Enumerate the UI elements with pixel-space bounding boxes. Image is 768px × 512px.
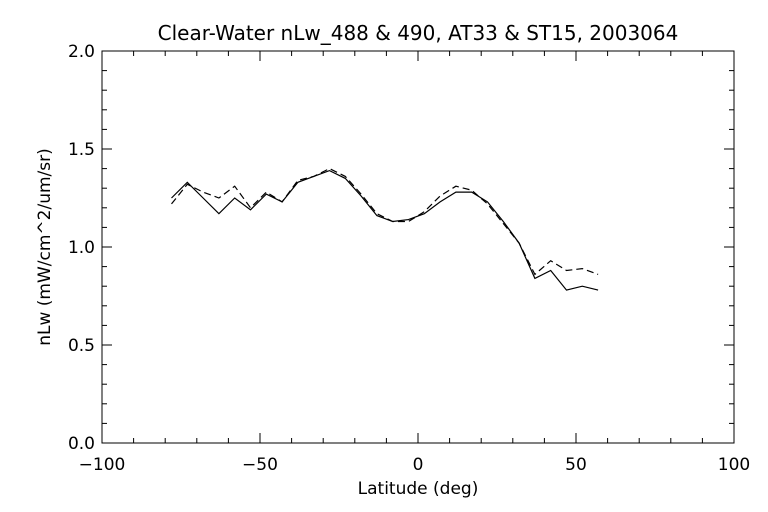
y-tick-label: 0.0: [68, 434, 95, 454]
x-tick-label: 50: [565, 455, 587, 475]
y-tick-label: 0.5: [68, 336, 95, 356]
chart-title: Clear-Water nLw_488 & 490, AT33 & ST15, …: [158, 21, 679, 45]
x-tick-label: −50: [242, 455, 278, 475]
x-tick-label: −100: [79, 455, 126, 475]
x-axis-label: Latitude (deg): [358, 479, 479, 499]
y-tick-label: 1.0: [68, 238, 95, 258]
x-tick-label: 100: [718, 455, 750, 475]
y-tick-label: 1.5: [68, 140, 95, 160]
series-2-dashed-line: [171, 167, 599, 276]
series-1-solid-line: [171, 169, 599, 291]
y-tick-label: 2.0: [68, 42, 95, 62]
x-tick-label: 0: [413, 455, 424, 475]
y-axis-label: nLw (mW/cm^2/um/sr): [35, 148, 55, 346]
